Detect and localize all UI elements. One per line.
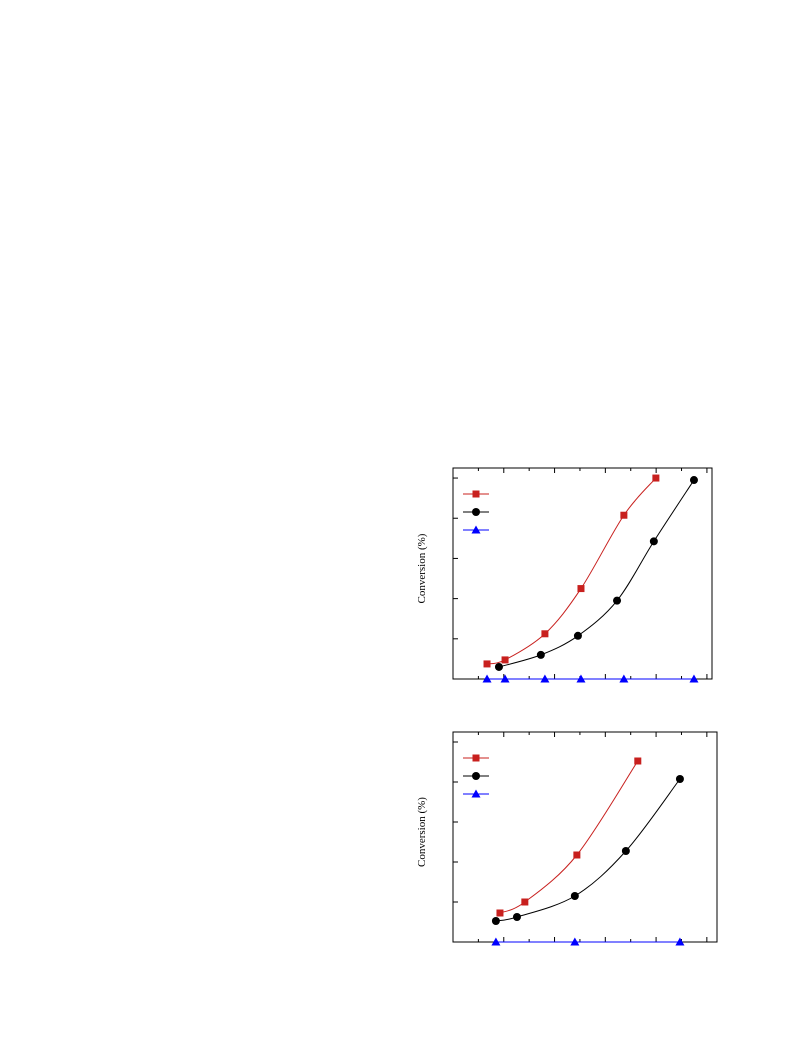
legend-marker bbox=[471, 789, 481, 798]
data-point bbox=[675, 937, 685, 946]
data-point bbox=[500, 674, 510, 683]
legend-marker bbox=[472, 754, 480, 762]
data-point bbox=[675, 775, 684, 783]
data-point bbox=[649, 537, 658, 546]
plot-frame bbox=[452, 467, 713, 680]
legend-marker bbox=[472, 490, 480, 498]
data-point bbox=[482, 674, 492, 683]
series-line bbox=[498, 479, 695, 668]
data-point bbox=[536, 650, 545, 659]
data-point bbox=[491, 937, 501, 946]
data-point bbox=[540, 674, 550, 683]
legend-marker bbox=[471, 525, 481, 534]
data-point bbox=[577, 585, 585, 593]
data-point bbox=[570, 937, 580, 946]
data-point bbox=[496, 909, 504, 917]
data-point bbox=[483, 660, 491, 668]
legend-marker bbox=[472, 508, 480, 516]
data-point bbox=[619, 674, 629, 683]
data-point bbox=[491, 917, 500, 925]
y-axis-label: Conversion (%) bbox=[416, 533, 428, 603]
data-point bbox=[501, 656, 509, 664]
data-point bbox=[573, 851, 581, 859]
legend-marker bbox=[472, 772, 480, 780]
data-point bbox=[620, 511, 628, 519]
data-point bbox=[494, 662, 503, 671]
y-axis-label: Conversion (%) bbox=[416, 797, 428, 867]
data-point bbox=[689, 476, 698, 485]
data-point bbox=[689, 674, 699, 683]
data-point bbox=[521, 898, 529, 906]
data-point bbox=[512, 913, 521, 921]
data-point bbox=[652, 474, 660, 482]
data-point bbox=[573, 631, 582, 640]
data-point bbox=[613, 596, 622, 605]
data-point bbox=[634, 757, 642, 765]
series-line bbox=[486, 477, 657, 665]
series-line bbox=[499, 760, 639, 914]
plot-frame bbox=[452, 731, 718, 943]
data-point bbox=[576, 674, 586, 683]
data-point bbox=[621, 847, 630, 855]
data-point bbox=[541, 630, 549, 638]
data-point bbox=[570, 892, 579, 900]
